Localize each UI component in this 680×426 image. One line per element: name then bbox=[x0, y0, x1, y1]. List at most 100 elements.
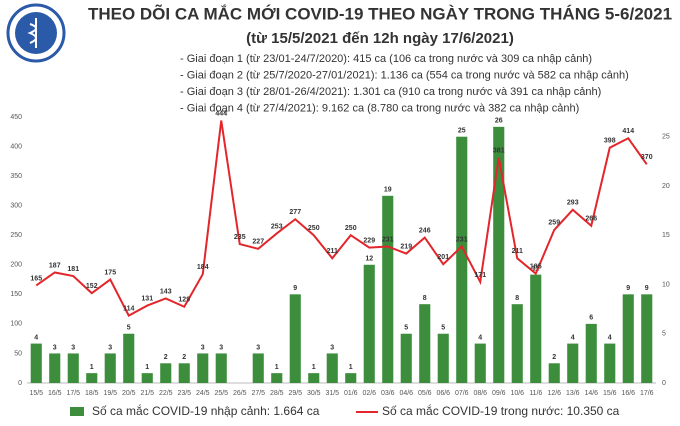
bar bbox=[289, 294, 301, 383]
bar-label: 3 bbox=[256, 344, 260, 351]
x-tick-label: 06/6 bbox=[436, 390, 450, 397]
bar-label: 9 bbox=[293, 285, 297, 292]
bar-label: 4 bbox=[478, 334, 482, 341]
line-label: 219 bbox=[400, 243, 412, 250]
x-tick-label: 19/5 bbox=[103, 390, 117, 397]
bar-label: 1 bbox=[275, 364, 279, 371]
x-tick-label: 27/5 bbox=[251, 390, 265, 397]
y-tick-label: 50 bbox=[14, 350, 22, 357]
line-label: 293 bbox=[567, 200, 579, 207]
line-label: 250 bbox=[308, 225, 320, 232]
x-tick-label: 02/6 bbox=[362, 390, 376, 397]
x-tick-label: 04/6 bbox=[399, 390, 413, 397]
bar-label: 3 bbox=[108, 344, 112, 351]
bar bbox=[641, 294, 653, 383]
bar-label: 12 bbox=[365, 256, 373, 263]
line-label: 370 bbox=[641, 154, 653, 161]
x-tick-label: 03/6 bbox=[381, 390, 395, 397]
note: - Giai đoạn 1 (từ 23/01-24/7/2020): 415 … bbox=[180, 53, 592, 65]
bar bbox=[456, 136, 468, 383]
y-tick-label: 150 bbox=[10, 291, 22, 298]
line-label: 246 bbox=[419, 227, 431, 234]
line-label: 165 bbox=[30, 275, 42, 282]
bar bbox=[511, 304, 523, 383]
bar-label: 25 bbox=[458, 128, 466, 135]
bar bbox=[474, 343, 486, 383]
line-label: 398 bbox=[604, 138, 616, 145]
line-label: 131 bbox=[141, 295, 153, 302]
x-tick-label: 08/6 bbox=[473, 390, 487, 397]
bar-label: 11 bbox=[532, 265, 540, 272]
line-label: 114 bbox=[123, 305, 134, 312]
bar-label: 9 bbox=[645, 285, 649, 292]
y-tick-label: 200 bbox=[10, 262, 22, 269]
x-tick-label: 05/6 bbox=[418, 390, 432, 397]
y-tick-label: 450 bbox=[10, 114, 22, 121]
bar-label: 1 bbox=[349, 364, 353, 371]
bar bbox=[123, 333, 135, 383]
bar-label: 3 bbox=[53, 344, 57, 351]
note: - Giai đoạn 2 (từ 25/7/2020-27/01/2021):… bbox=[180, 69, 629, 81]
bar bbox=[400, 333, 412, 383]
line-label: 185 bbox=[530, 263, 542, 270]
y-tick-label: 100 bbox=[10, 321, 22, 328]
bar bbox=[49, 353, 61, 383]
bar bbox=[215, 353, 227, 383]
x-tick-label: 21/5 bbox=[140, 390, 154, 397]
logo bbox=[6, 3, 66, 63]
bar-label: 2 bbox=[552, 354, 556, 361]
bar bbox=[345, 373, 357, 383]
x-tick-label: 09/6 bbox=[492, 390, 506, 397]
bar bbox=[622, 294, 634, 383]
bar-label: 4 bbox=[34, 334, 38, 341]
bar-label: 4 bbox=[608, 334, 612, 341]
bar bbox=[548, 363, 560, 383]
bar bbox=[160, 363, 172, 383]
bar-label: 3 bbox=[219, 344, 223, 351]
line-label: 227 bbox=[252, 239, 264, 246]
x-tick-label: 12/6 bbox=[547, 390, 561, 397]
bar-label: 2 bbox=[182, 354, 186, 361]
x-tick-label: 22/5 bbox=[159, 390, 173, 397]
y2-tick-label: 15 bbox=[662, 232, 670, 239]
line-label: 250 bbox=[345, 225, 357, 232]
line-label: 184 bbox=[197, 264, 209, 271]
line-label: 235 bbox=[234, 234, 246, 241]
bar-label: 3 bbox=[330, 344, 334, 351]
bar bbox=[67, 353, 79, 383]
x-tick-label: 26/5 bbox=[233, 390, 247, 397]
bar bbox=[326, 353, 338, 383]
bar bbox=[419, 304, 431, 383]
x-tick-label: 28/5 bbox=[270, 390, 284, 397]
line-label: 175 bbox=[104, 269, 116, 276]
x-tick-label: 25/5 bbox=[214, 390, 228, 397]
bar bbox=[178, 363, 190, 383]
line-label: 181 bbox=[67, 266, 79, 273]
y-tick-label: 400 bbox=[10, 143, 22, 150]
x-tick-label: 14/6 bbox=[584, 390, 598, 397]
x-tick-label: 18/5 bbox=[85, 390, 99, 397]
x-tick-label: 11/6 bbox=[529, 390, 542, 397]
line-label: 414 bbox=[622, 128, 634, 135]
line-label: 277 bbox=[289, 209, 301, 216]
y-tick-label: 300 bbox=[10, 203, 22, 210]
chart-title: THEO DÕI CA MẮC MỚI COVID-19 THEO NGÀY T… bbox=[88, 3, 672, 23]
x-tick-label: 24/5 bbox=[196, 390, 210, 397]
bar-label: 19 bbox=[384, 187, 392, 194]
x-tick-label: 15/5 bbox=[29, 390, 43, 397]
x-tick-label: 20/5 bbox=[122, 390, 136, 397]
bar-label: 1 bbox=[312, 364, 316, 371]
x-tick-label: 31/5 bbox=[325, 390, 339, 397]
line bbox=[35, 120, 648, 317]
x-tick-label: 30/5 bbox=[307, 390, 321, 397]
line-label: 211 bbox=[512, 248, 523, 255]
bar bbox=[567, 343, 579, 383]
line-label: 187 bbox=[49, 262, 61, 269]
x-tick-label: 23/5 bbox=[177, 390, 191, 397]
line-label: 229 bbox=[363, 237, 375, 244]
bar bbox=[604, 343, 616, 383]
x-tick-label: 29/5 bbox=[288, 390, 302, 397]
line-label: 231 bbox=[382, 236, 394, 243]
bar bbox=[308, 373, 320, 383]
bar-label: 3 bbox=[71, 344, 75, 351]
